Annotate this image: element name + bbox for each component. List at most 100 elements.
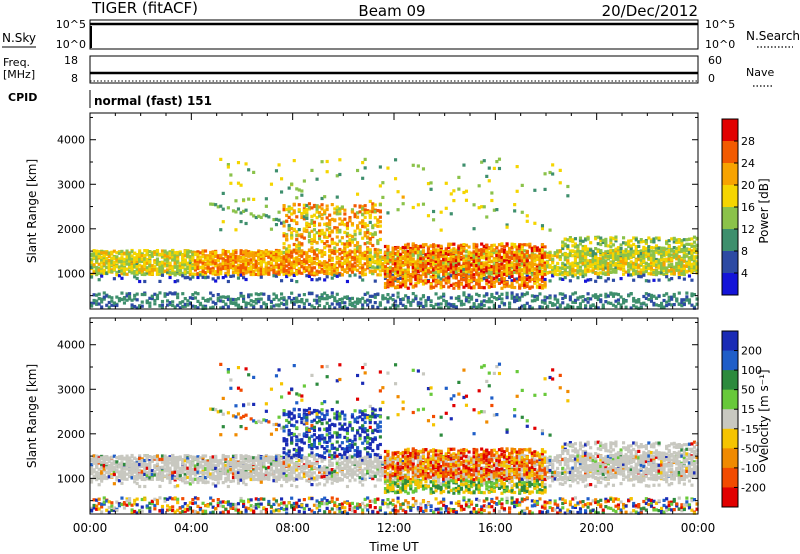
- scatter-cell: [548, 228, 552, 232]
- scatter-cell: [224, 261, 228, 265]
- scatter-cell: [581, 274, 585, 279]
- scatter-cell: [150, 297, 154, 301]
- scatter-cell: [224, 302, 228, 307]
- scatter-cell: [497, 296, 502, 300]
- scatter-cell: [528, 266, 532, 270]
- scatter-cell: [591, 253, 595, 257]
- scatter-cell: [449, 283, 453, 287]
- scatter-cell: [573, 252, 578, 256]
- scatter-cell: [497, 166, 502, 171]
- scatter-cell: [383, 306, 388, 310]
- scatter-cell: [209, 271, 213, 275]
- scatter-cell: [125, 259, 129, 263]
- scatter-cell: [502, 245, 507, 249]
- scatter-cell: [373, 232, 377, 236]
- scatter-cell: [378, 250, 382, 255]
- scatter-cell: [229, 262, 233, 267]
- scatter-cell: [568, 279, 572, 283]
- scatter-cell: [254, 301, 258, 305]
- scatter-cell: [467, 262, 471, 266]
- scatter-cell: [338, 158, 342, 162]
- scatter-cell: [287, 270, 291, 274]
- scatter-cell: [508, 284, 512, 288]
- scatter-cell: [373, 293, 377, 297]
- scatter-cell: [535, 263, 540, 267]
- scatter-cell: [462, 261, 466, 265]
- nsky-tick-bottom: 10^0: [56, 38, 86, 51]
- scatter-cell: [204, 258, 208, 262]
- scatter-cell: [513, 256, 517, 260]
- scatter-cell: [416, 281, 420, 285]
- scatter-cell: [439, 306, 443, 310]
- scatter-cell: [204, 306, 208, 310]
- scatter-cell: [128, 255, 132, 259]
- scatter-cell: [366, 228, 370, 232]
- scatter-cell: [578, 258, 583, 263]
- scatter-cell: [538, 283, 542, 287]
- scatter-cell: [411, 285, 415, 289]
- scatter-cell: [133, 297, 137, 301]
- scatter-cell: [201, 259, 205, 263]
- scatter-cell: [312, 203, 317, 208]
- scatter-cell: [442, 272, 446, 276]
- scatter-cell: [454, 263, 458, 268]
- scatter-cell: [219, 267, 223, 271]
- scatter-cell: [591, 303, 595, 307]
- scatter-cell: [216, 263, 220, 267]
- scatter-cell: [586, 259, 590, 263]
- scatter-cell: [176, 266, 180, 270]
- scatter-cell: [323, 210, 327, 214]
- scatter-cell: [485, 257, 489, 261]
- scatter-cell: [171, 269, 175, 273]
- scatter-cell: [586, 236, 590, 240]
- scatter-cell: [599, 236, 603, 240]
- scatter-cell: [457, 269, 461, 273]
- scatter-cell: [434, 257, 438, 261]
- scatter-cell: [424, 253, 428, 257]
- scatter-cell: [92, 249, 96, 253]
- scatter-cell: [100, 266, 104, 271]
- scatter-cell: [229, 255, 233, 259]
- scatter-cell: [475, 261, 479, 265]
- scatter-cell: [90, 252, 94, 256]
- scatter-cell: [239, 264, 243, 268]
- scatter-cell: [576, 251, 580, 255]
- scatter-cell: [102, 291, 106, 295]
- scatter-cell: [475, 292, 479, 296]
- scatter-cell: [502, 253, 507, 257]
- scatter-cell: [568, 251, 572, 256]
- scatter-cell: [153, 268, 157, 272]
- scatter-cell: [508, 255, 512, 259]
- scatter-cell: [333, 296, 337, 300]
- scatter-cell: [568, 305, 572, 309]
- scatter-cell: [573, 250, 578, 254]
- scatter-cell: [257, 250, 261, 254]
- scatter-cell: [158, 262, 162, 266]
- scatter-cell: [525, 281, 529, 285]
- scatter-cell: [513, 243, 517, 247]
- scatter-cell: [457, 286, 461, 290]
- scatter-cell: [135, 272, 139, 276]
- scatter-cell: [181, 264, 185, 268]
- scatter-cell: [295, 257, 299, 261]
- scatter-cell: [244, 249, 248, 253]
- scatter-cell: [399, 252, 403, 256]
- scatter-cell: [513, 300, 517, 304]
- scatter-cell: [353, 265, 357, 269]
- scatter-cell: [310, 249, 314, 253]
- scatter-cell: [247, 168, 251, 172]
- scatter-cell: [475, 278, 479, 282]
- scatter-cell: [290, 236, 294, 240]
- scatter-cell: [318, 205, 322, 209]
- scatter-cell: [274, 294, 279, 298]
- scatter-cell: [551, 261, 555, 265]
- scatter-cell: [353, 300, 357, 304]
- scatter-cell: [401, 245, 405, 250]
- scatter-cell: [378, 249, 382, 253]
- scatter-cell: [520, 272, 524, 276]
- scatter-cell: [363, 166, 367, 170]
- scatter-cell: [566, 194, 570, 198]
- scatter-cell: [444, 304, 448, 308]
- scatter-cell: [452, 304, 456, 308]
